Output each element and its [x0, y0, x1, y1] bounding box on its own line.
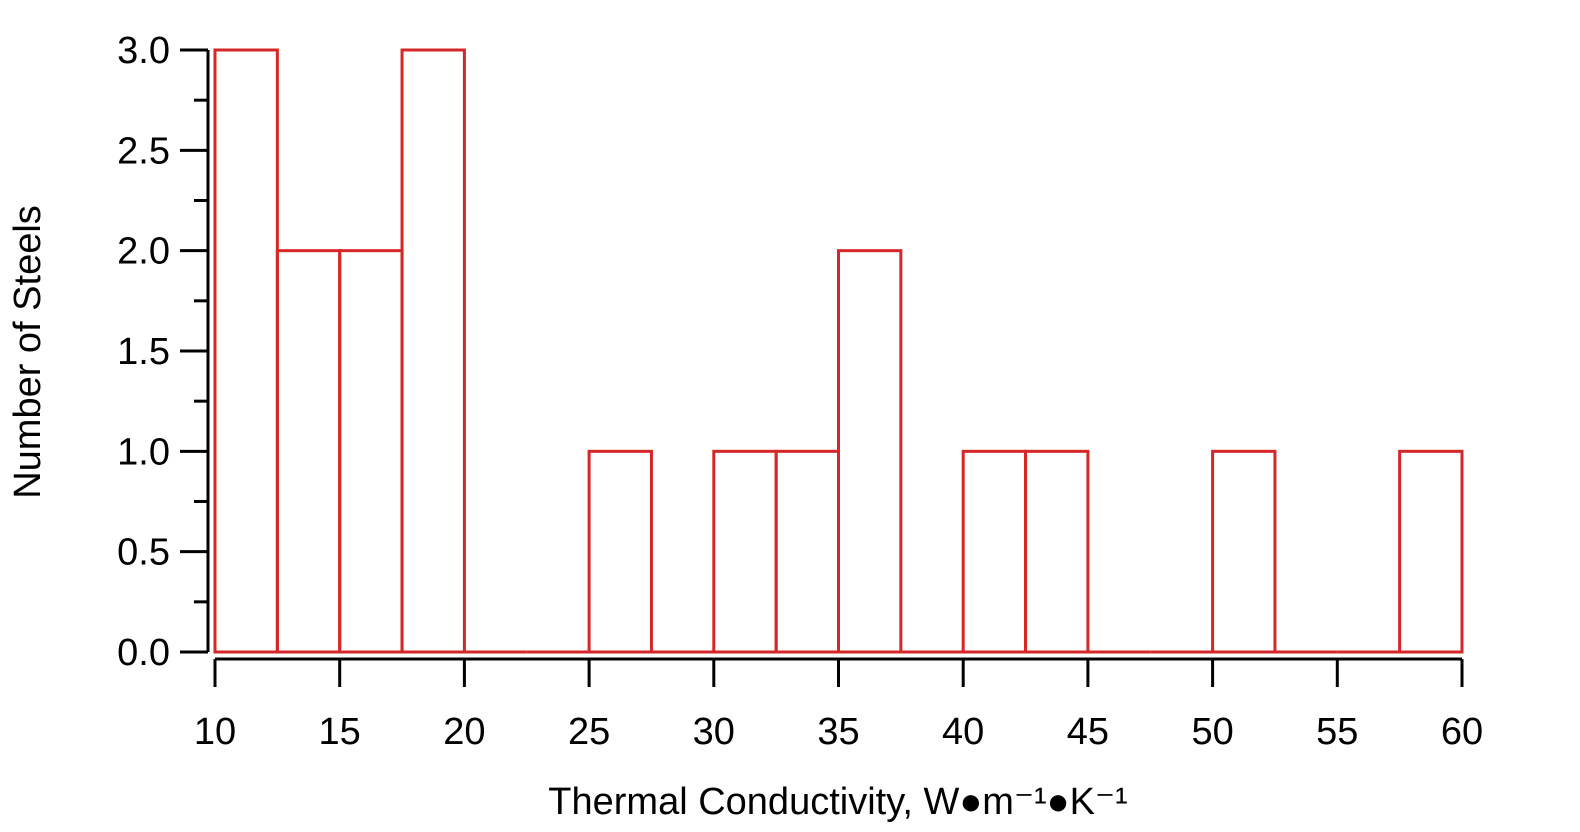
- x-tick-label-5: 35: [817, 711, 859, 753]
- x-tick-label-0: 10: [194, 711, 236, 753]
- x-tick-label-7: 45: [1067, 711, 1109, 753]
- y-tick-label-2: 1.0: [117, 431, 170, 473]
- histogram-bar-3: [400, 48, 466, 654]
- histogram-bar-12: [961, 449, 1028, 654]
- histogram-bar-19: [1398, 449, 1464, 654]
- histogram-bar-16: [1211, 449, 1277, 654]
- axes-group: 0.0 0.5 1.0 1.5 2.0 2.5 3.0 10 15 20 25 30 35 40 45 50 5…: [117, 30, 1483, 753]
- y-tick-label-0: 0.0: [117, 632, 170, 674]
- x-tick-label-9: 55: [1316, 711, 1358, 753]
- bars-group: [213, 48, 1464, 654]
- histogram-bar-8: [712, 449, 778, 654]
- x-tick-label-8: 50: [1191, 711, 1233, 753]
- x-tick-label-6: 40: [942, 711, 984, 753]
- x-tick-label-2: 20: [443, 711, 485, 753]
- histogram-bar-10: [837, 249, 903, 654]
- x-tick-label-10: 60: [1441, 711, 1483, 753]
- x-axis-title: Thermal Conductivity, W●m⁻¹●K⁻¹: [548, 781, 1127, 823]
- histogram-bar-1: [275, 249, 342, 654]
- x-tick-label-4: 30: [693, 711, 735, 753]
- histogram-bar-0: [213, 48, 279, 654]
- y-tick-label-1: 0.5: [117, 532, 170, 574]
- histogram-bar-9: [774, 449, 841, 654]
- histogram-bar-13: [1024, 449, 1090, 654]
- x-tick-label-1: 15: [319, 711, 361, 753]
- y-tick-label-3: 1.5: [117, 331, 170, 373]
- y-tick-label-6: 3.0: [117, 30, 170, 72]
- x-tick-label-3: 25: [568, 711, 610, 753]
- y-tick-label-4: 2.0: [117, 231, 170, 273]
- y-axis-title: Number of Steels: [7, 205, 49, 499]
- histogram-bar-2: [338, 249, 404, 654]
- histogram-bar-6: [587, 449, 653, 654]
- y-tick-label-5: 2.5: [117, 130, 170, 172]
